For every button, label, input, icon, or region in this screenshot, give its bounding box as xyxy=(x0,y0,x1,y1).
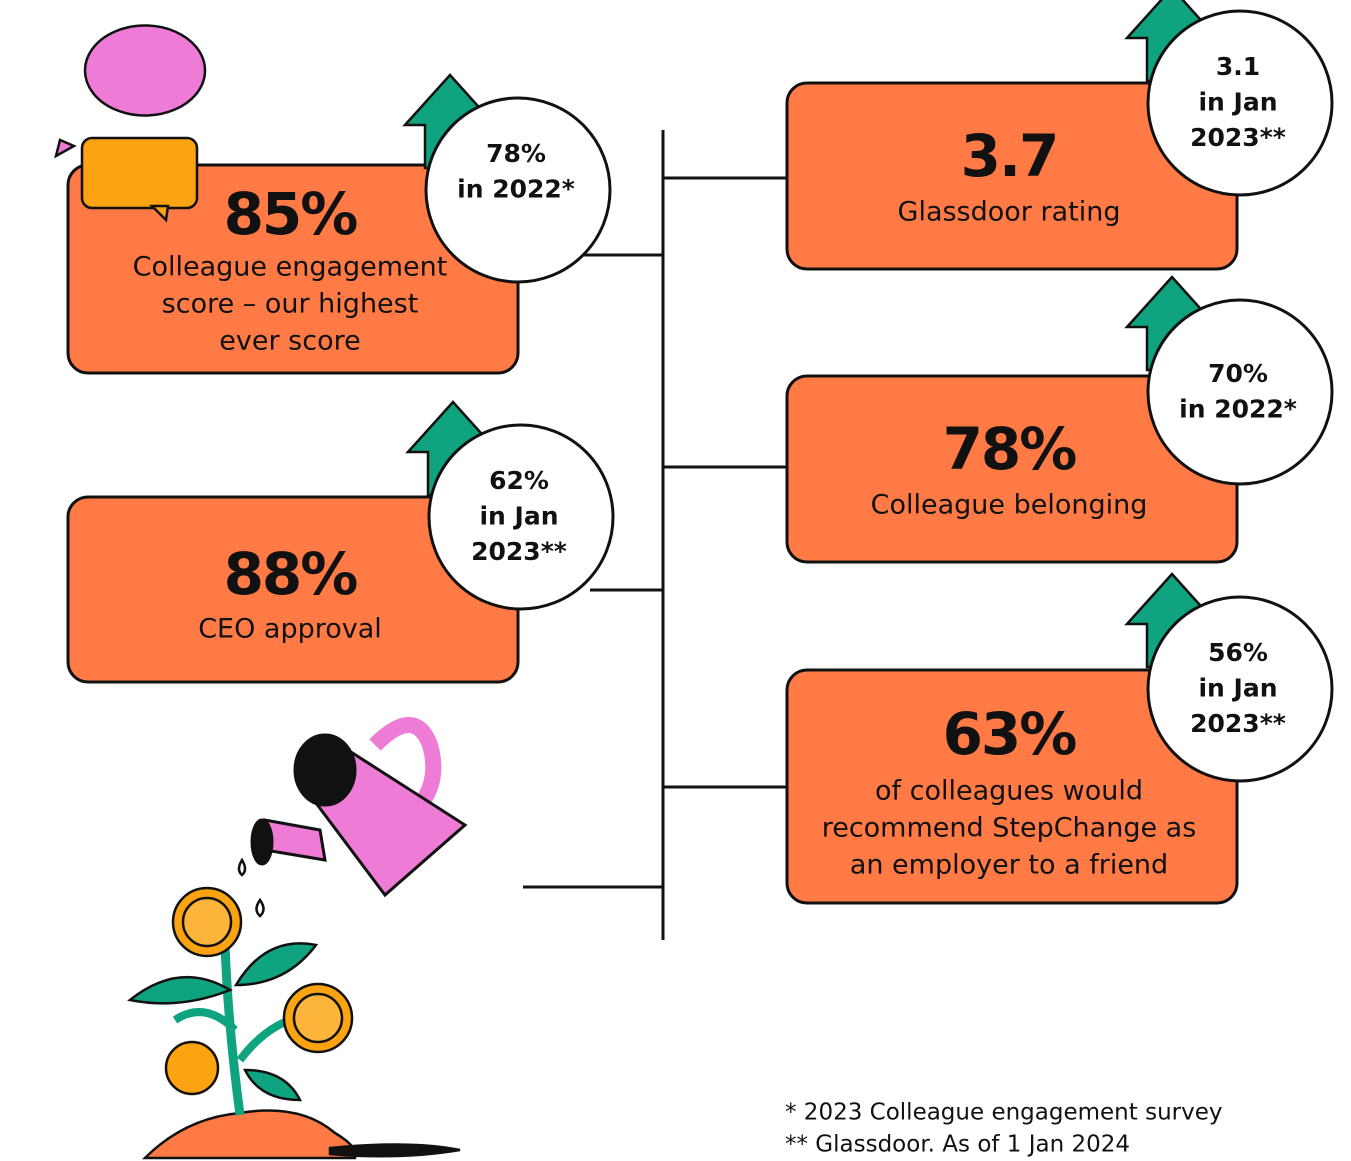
card xyxy=(785,668,1239,905)
card-label: Glassdoor rating xyxy=(898,197,1121,228)
plant-illustration xyxy=(127,857,461,1160)
card-label: Colleague engagement xyxy=(133,252,448,283)
comparison-text: 56% xyxy=(1208,638,1268,667)
comparison-text: 2023** xyxy=(1190,709,1286,738)
speech-bubbles xyxy=(54,24,207,223)
card-label: Colleague belonging xyxy=(871,490,1148,521)
comparison-text: in Jan xyxy=(1198,88,1277,117)
card-value: 78% xyxy=(943,415,1077,483)
card-label: CEO approval xyxy=(198,614,382,645)
footnotes: * 2023 Colleague engagement survey ** Gla… xyxy=(785,1100,1222,1158)
comparison-text: 62% xyxy=(489,466,549,495)
card-value: 85% xyxy=(224,180,358,248)
comparison-text: in Jan xyxy=(479,502,558,531)
comparison-text: 78% xyxy=(486,139,546,168)
comparison-circle xyxy=(1146,595,1334,783)
comparison-circle xyxy=(1146,298,1334,486)
footnote: ** Glassdoor. As of 1 Jan 2024 xyxy=(785,1132,1130,1158)
comparison-circle xyxy=(427,423,615,611)
watering-can xyxy=(250,717,468,898)
comparison-text: in 2022* xyxy=(457,175,575,204)
comparison-text: 2023** xyxy=(471,537,567,566)
card-value: 88% xyxy=(224,540,358,608)
card-value: 3.7 xyxy=(961,122,1058,190)
comparison-text: 3.1 xyxy=(1216,52,1260,81)
card-value: 63% xyxy=(943,700,1077,768)
cards: 85% Colleague engagement score – our highe… xyxy=(66,0,1334,905)
comparison-text: 2023** xyxy=(1190,123,1286,152)
card-label: of colleagues would xyxy=(875,776,1143,807)
comparison-circle xyxy=(424,96,612,284)
comparison-text: 70% xyxy=(1208,359,1268,388)
card-label: score – our highest xyxy=(162,289,419,320)
card-label: recommend StepChange as xyxy=(822,813,1197,844)
comparison-circle xyxy=(1146,9,1334,197)
comparison-text: in Jan xyxy=(1198,674,1277,703)
footnote: * 2023 Colleague engagement survey xyxy=(785,1100,1222,1126)
card-label: ever score xyxy=(219,326,360,357)
card-label: an employer to a friend xyxy=(850,850,1168,881)
comparison-text: in 2022* xyxy=(1179,395,1297,424)
